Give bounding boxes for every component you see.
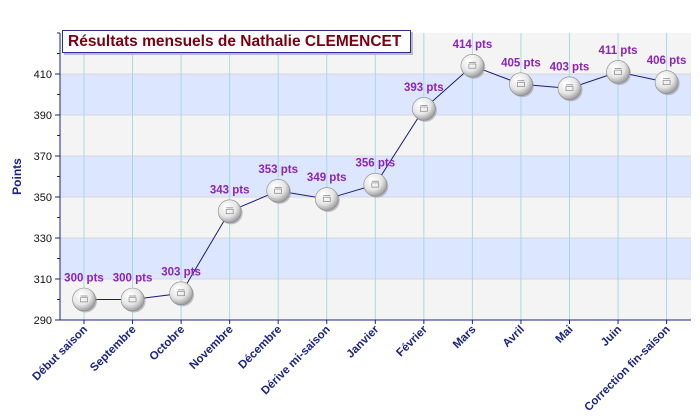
- data-point-marker: [169, 281, 195, 307]
- ball-icon: [557, 76, 582, 101]
- ball-mark: [565, 86, 574, 92]
- chart-title: Résultats mensuels de Nathalie CLEMENCET: [62, 30, 412, 53]
- data-point-marker: [557, 76, 583, 102]
- ball-highlight: [465, 58, 471, 64]
- data-label: 349 pts: [307, 172, 347, 184]
- x-tick-label: Mai: [554, 324, 576, 346]
- data-label: 393 pts: [404, 82, 444, 94]
- ball-mark: [322, 196, 331, 202]
- ball-mark: [225, 209, 234, 215]
- data-point-marker: [266, 179, 292, 204]
- ball-icon: [460, 54, 485, 78]
- ball-icon: [120, 287, 145, 312]
- ball-highlight: [611, 64, 617, 71]
- x-tick-label: Juin: [599, 324, 624, 349]
- ball-icon: [509, 72, 533, 97]
- ball-icon: [217, 199, 242, 224]
- x-tick-label: Avril: [501, 324, 527, 350]
- ball-icon: [266, 179, 291, 203]
- y-tick-label: 390: [34, 110, 52, 122]
- x-tick-label: Janvier: [344, 323, 381, 360]
- ball-icon: [72, 287, 96, 312]
- data-label: 353 pts: [258, 164, 298, 176]
- ball-mark: [662, 80, 671, 85]
- ball-mark: [371, 182, 380, 188]
- ball-highlight: [271, 183, 277, 189]
- ball-icon: [314, 187, 339, 211]
- data-label: 300 pts: [64, 273, 104, 285]
- data-point-marker: [314, 187, 340, 213]
- data-point-marker: [217, 199, 243, 225]
- y-tick-label: 410: [34, 69, 52, 81]
- data-point-marker: [412, 97, 437, 122]
- x-tick-label: Novembre: [188, 324, 236, 372]
- data-point-marker: [363, 172, 389, 198]
- ball-icon: [412, 97, 436, 121]
- ball-icon: [169, 281, 193, 306]
- y-axis-title: Points: [10, 158, 24, 195]
- ball-mark: [517, 82, 525, 87]
- y-tick-label: 290: [34, 315, 52, 327]
- ball-highlight: [660, 75, 666, 81]
- data-point-marker: [654, 70, 680, 96]
- y-tick-label: 370: [34, 151, 52, 163]
- data-point-marker: [460, 54, 486, 79]
- data-label: 303 pts: [161, 266, 201, 278]
- data-label: 405 pts: [501, 57, 541, 69]
- data-label: 414 pts: [453, 39, 493, 51]
- ball-highlight: [223, 204, 229, 210]
- ball-icon: [654, 70, 679, 94]
- data-label: 300 pts: [113, 273, 153, 285]
- ball-highlight: [125, 292, 132, 298]
- ball-mark: [468, 63, 477, 69]
- ball-highlight: [368, 177, 374, 183]
- ball-highlight: [417, 101, 423, 107]
- ball-mark: [128, 297, 137, 303]
- ball-mark: [177, 291, 185, 297]
- ball-mark: [614, 69, 622, 75]
- ball-icon: [363, 172, 388, 197]
- x-tick-label: Correction fin-saison: [582, 324, 672, 414]
- y-tick-label: 310: [34, 274, 52, 286]
- data-label: 411 pts: [599, 45, 638, 57]
- x-tick-label: Mars: [451, 324, 478, 351]
- x-tick-label: Début saison: [31, 324, 91, 384]
- ball-highlight: [174, 286, 180, 292]
- ball-mark: [80, 297, 88, 303]
- x-tick-label: Février: [394, 323, 430, 359]
- data-point-marker: [606, 60, 632, 85]
- data-label: 403 pts: [550, 61, 590, 73]
- ball-mark: [274, 188, 283, 194]
- data-label: 343 pts: [210, 184, 250, 196]
- ball-mark: [420, 106, 428, 112]
- data-point-marker: [72, 287, 97, 313]
- ball-highlight: [77, 292, 83, 298]
- x-tick-label: Septembre: [88, 324, 139, 375]
- data-point-marker: [509, 72, 534, 98]
- x-tick-label: Décembre: [237, 324, 285, 372]
- data-label: 356 pts: [355, 158, 395, 170]
- ball-highlight: [514, 77, 520, 83]
- ball-highlight: [562, 81, 569, 87]
- y-tick-label: 350: [34, 192, 52, 204]
- ball-highlight: [320, 191, 326, 198]
- data-label: 406 pts: [647, 55, 687, 67]
- data-point-marker: [120, 287, 146, 313]
- ball-icon: [606, 60, 630, 84]
- x-tick-label: Octobre: [148, 324, 188, 364]
- y-tick-label: 330: [34, 233, 52, 245]
